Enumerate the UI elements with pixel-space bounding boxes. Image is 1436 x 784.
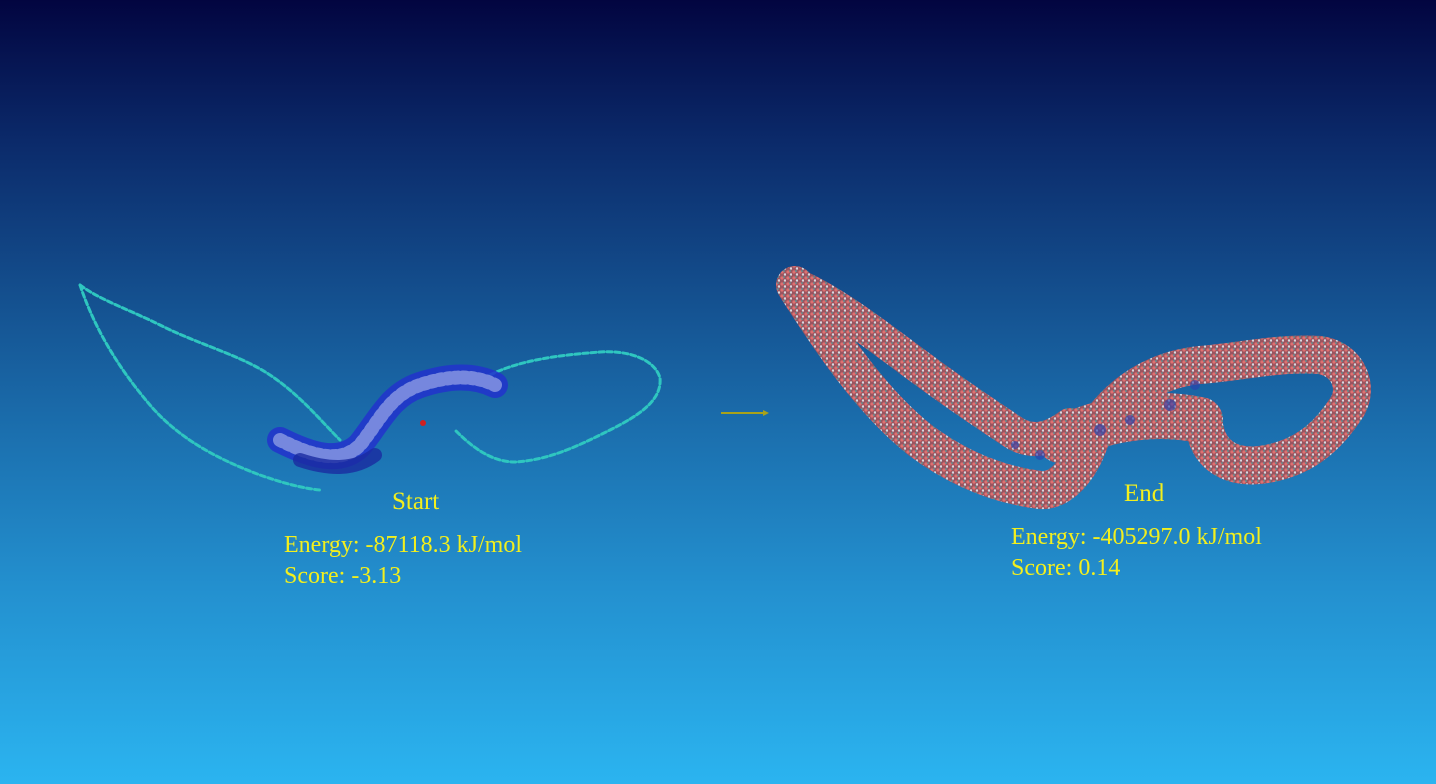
end-title: End [1124, 480, 1165, 507]
start-chain-left-loop [78, 283, 342, 492]
end-helix-highlights [1011, 380, 1200, 460]
end-outer-loop [776, 266, 1371, 510]
start-chain-right-loop [453, 350, 662, 464]
start-energy: Energy: -87118.3 kJ/mol [284, 532, 522, 558]
end-inner-arm [778, 268, 1087, 457]
start-score: Score: -3.13 [284, 563, 402, 589]
end-energy: Energy: -405297.0 kJ/mol [1011, 524, 1262, 550]
end-score: Score: 0.14 [1011, 555, 1121, 581]
start-title: Start [392, 488, 440, 515]
